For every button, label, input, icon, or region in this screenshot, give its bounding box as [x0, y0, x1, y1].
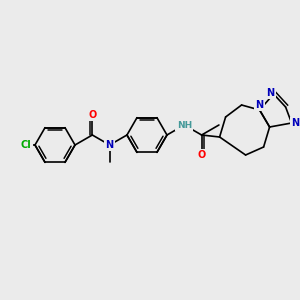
Text: O: O — [197, 150, 206, 160]
Text: O: O — [88, 110, 96, 120]
Text: N: N — [292, 118, 300, 128]
Text: N: N — [106, 140, 114, 150]
Text: N: N — [256, 100, 264, 110]
Text: Cl: Cl — [21, 140, 32, 150]
Text: NH: NH — [177, 121, 192, 130]
Text: N: N — [266, 88, 275, 98]
